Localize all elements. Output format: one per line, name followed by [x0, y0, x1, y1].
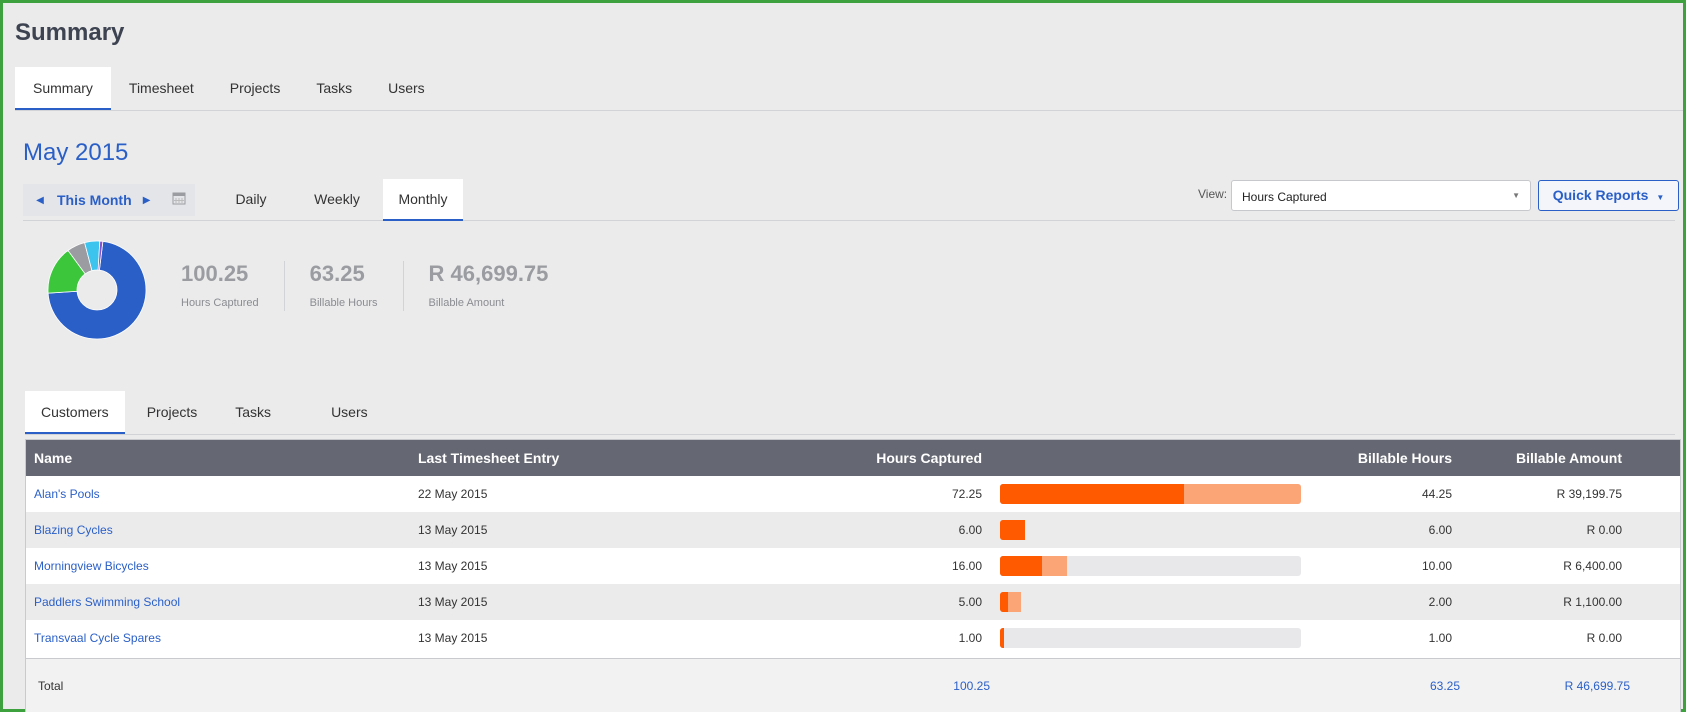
- stat-value: 63.25: [309, 261, 365, 286]
- tab-timesheet[interactable]: Timesheet: [128, 80, 194, 96]
- period-bar: ◀ This Month ▶ Daily Weekly Monthly: [23, 179, 1675, 221]
- hours-donut-chart: [47, 240, 147, 340]
- table-footer-total: Total 100.25 63.25 R 46,699.75: [26, 658, 1680, 712]
- billable-bar-fill: [1000, 520, 1025, 540]
- last-entry: 13 May 2015: [418, 595, 488, 609]
- billable-hours: 44.25: [1421, 487, 1452, 501]
- billable-hours: 1.00: [1428, 631, 1452, 645]
- header-hours[interactable]: Hours Captured: [876, 450, 982, 466]
- hours-bar: [1000, 592, 1301, 612]
- billable-amount: R 39,199.75: [1556, 487, 1622, 501]
- customer-link[interactable]: Blazing Cycles: [34, 523, 113, 537]
- header-last-entry[interactable]: Last Timesheet Entry: [418, 450, 560, 466]
- billable-bar-fill: [1000, 484, 1185, 504]
- donut-slice: [97, 240, 104, 271]
- hours-captured: 16.00: [951, 559, 982, 573]
- caret-down-icon: ▼: [1512, 191, 1520, 200]
- table-header: Name Last Timesheet Entry Hours Captured…: [26, 440, 1680, 476]
- billable-amount: R 6,400.00: [1563, 559, 1622, 573]
- quick-reports-label: Quick Reports: [1552, 187, 1649, 203]
- tab-tasks[interactable]: Tasks: [316, 80, 353, 96]
- view-label: View:: [1198, 187, 1228, 201]
- tab-users-breakdown[interactable]: Users: [331, 404, 368, 420]
- hours-captured: 5.00: [958, 595, 982, 609]
- table-row: Morningview Bicycles 13 May 2015 16.00 1…: [26, 548, 1680, 584]
- stat-value: 100.25: [181, 261, 249, 286]
- tab-tasks-breakdown[interactable]: Tasks: [235, 404, 272, 420]
- customer-link[interactable]: Alan's Pools: [34, 487, 100, 501]
- stat-billable-amount: R 46,699.75 Billable Amount: [429, 261, 574, 311]
- billable-hours: 10.00: [1421, 559, 1452, 573]
- caret-right-icon[interactable]: ▶: [142, 194, 151, 206]
- page-title: Summary: [15, 19, 125, 46]
- table-body: Alan's Pools 22 May 2015 72.25 44.25 R 3…: [26, 476, 1680, 656]
- hours-bar: [1000, 628, 1301, 648]
- last-entry: 13 May 2015: [418, 523, 488, 537]
- tab-weekly[interactable]: Weekly: [314, 191, 360, 207]
- hours-captured: 1.00: [958, 631, 982, 645]
- this-month-button[interactable]: This Month: [57, 192, 132, 208]
- hours-bar: [1000, 520, 1301, 540]
- calendar-icon[interactable]: [172, 191, 186, 210]
- donut-slice: [47, 240, 147, 340]
- billable-bar-fill: [1000, 628, 1005, 648]
- total-billable-hours: 63.25: [1429, 679, 1460, 693]
- hours-bar: [1000, 484, 1301, 504]
- stat-label: Billable Hours: [309, 297, 378, 309]
- stat-label: Hours Captured: [181, 297, 259, 309]
- quick-reports-button[interactable]: Quick Reports ▼: [1538, 180, 1679, 211]
- breakdown-tabs: Customers Projects Tasks Users: [25, 391, 1675, 435]
- billable-bar-fill: [1000, 592, 1009, 612]
- tab-projects[interactable]: Projects: [229, 80, 281, 96]
- stat-value: R 46,699.75: [428, 261, 549, 286]
- last-entry: 13 May 2015: [418, 559, 488, 573]
- total-label: Total: [38, 679, 64, 693]
- caret-left-icon[interactable]: ◀: [36, 194, 44, 206]
- header-billable-hours[interactable]: Billable Hours: [1357, 450, 1452, 466]
- tab-users[interactable]: Users: [388, 80, 425, 96]
- tab-customers[interactable]: Customers: [25, 391, 125, 434]
- table-row: Blazing Cycles 13 May 2015 6.00 6.00 R 0…: [26, 512, 1680, 548]
- period-navigator: ◀ This Month ▶: [23, 184, 195, 216]
- last-entry: 22 May 2015: [418, 487, 488, 501]
- top-tabs: Summary Timesheet Projects Tasks Users: [15, 67, 1683, 111]
- table-row: Paddlers Swimming School 13 May 2015 5.0…: [26, 584, 1680, 620]
- table-row: Transvaal Cycle Spares 13 May 2015 1.00 …: [26, 620, 1680, 656]
- billable-amount: R 1,100.00: [1563, 595, 1622, 609]
- view-select[interactable]: Hours Captured ▼: [1231, 180, 1531, 211]
- summary-stats: 100.25 Hours Captured 63.25 Billable Hou…: [181, 261, 598, 311]
- tab-daily[interactable]: Daily: [235, 191, 267, 207]
- header-name[interactable]: Name: [34, 450, 73, 466]
- header-billable-amount[interactable]: Billable Amount: [1515, 450, 1622, 466]
- hours-captured: 6.00: [958, 523, 982, 537]
- stat-label: Billable Amount: [428, 297, 505, 309]
- billable-bar-fill: [1000, 556, 1042, 576]
- hours-bar: [1000, 556, 1301, 576]
- customer-link[interactable]: Paddlers Swimming School: [34, 595, 181, 609]
- last-entry: 13 May 2015: [418, 631, 488, 645]
- customers-table: Name Last Timesheet Entry Hours Captured…: [25, 439, 1681, 712]
- billable-hours: 6.00: [1428, 523, 1452, 537]
- hours-captured: 72.25: [951, 487, 982, 501]
- tab-projects-breakdown[interactable]: Projects: [146, 404, 198, 420]
- billable-hours: 2.00: [1428, 595, 1452, 609]
- period-title: May 2015: [23, 139, 129, 166]
- tab-monthly[interactable]: Monthly: [383, 179, 463, 221]
- stat-hours-captured: 100.25 Hours Captured: [181, 261, 285, 311]
- tab-summary[interactable]: Summary: [15, 67, 111, 110]
- customer-link[interactable]: Transvaal Cycle Spares: [34, 631, 161, 645]
- total-hours: 100.25: [953, 679, 990, 693]
- stat-billable-hours: 63.25 Billable Hours: [310, 261, 404, 311]
- caret-down-icon: ▼: [1656, 193, 1665, 202]
- customer-link[interactable]: Morningview Bicycles: [34, 559, 149, 573]
- billable-amount: R 0.00: [1586, 523, 1622, 537]
- billable-amount: R 0.00: [1586, 631, 1622, 645]
- total-billable-amount: R 46,699.75: [1564, 679, 1630, 693]
- view-select-value: Hours Captured: [1242, 190, 1327, 204]
- table-row: Alan's Pools 22 May 2015 72.25 44.25 R 3…: [26, 476, 1680, 512]
